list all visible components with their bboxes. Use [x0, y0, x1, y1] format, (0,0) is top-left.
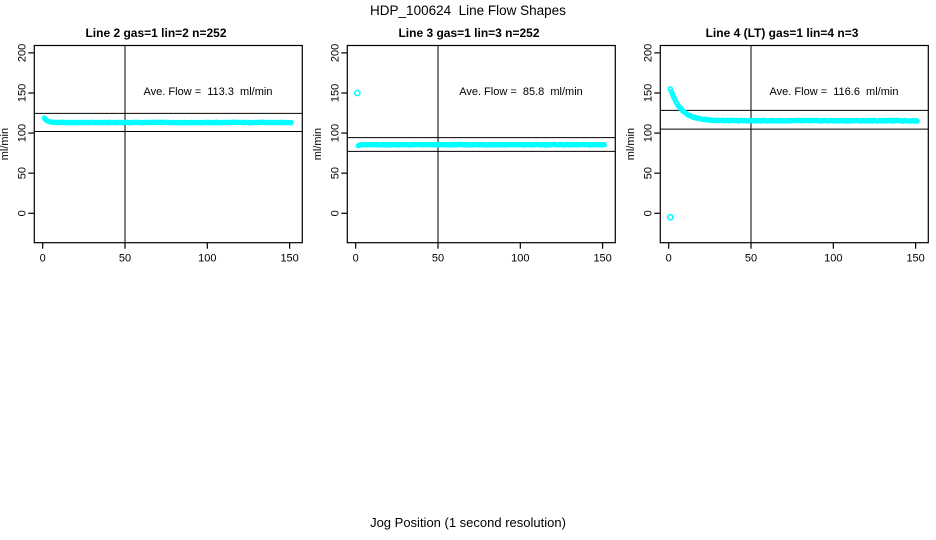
outlier-point	[666, 213, 674, 221]
y-tick-label: 100	[16, 124, 28, 142]
x-tick-label: 50	[119, 253, 131, 265]
y-tick-label: 0	[642, 210, 654, 216]
outlier-point	[353, 89, 361, 97]
panel-line4: Line 4 (LT) gas=1 lin=4 n=3 ml/min 0 50 100…	[626, 0, 936, 300]
y-tick-label: 150	[16, 84, 28, 102]
x-tick-label: 0	[40, 253, 46, 265]
data-point	[914, 118, 920, 124]
x-tick-label: 150	[280, 253, 298, 265]
x-tick-label: 150	[906, 253, 924, 265]
x-tick-label: 50	[745, 253, 757, 265]
panel-line2-title: Line 2 gas=1 lin=2 n=252	[85, 26, 227, 40]
x-tick-label: 0	[666, 253, 672, 265]
y-axis-unit-label: ml/min	[0, 128, 11, 160]
y-tick-label: 200	[329, 44, 341, 62]
x-tick-label: 150	[593, 253, 611, 265]
panel-line2: Line 2 gas=1 lin=2 n=252 ml/min 0 50 100 150…	[0, 0, 312, 300]
y-tick-label: 50	[16, 167, 28, 179]
y-tick-label: 200	[16, 44, 28, 62]
x-tick-label: 100	[511, 253, 529, 265]
x-tick-label: 0	[353, 253, 359, 265]
y-tick-label: 150	[329, 84, 341, 102]
page-title: HDP_100624 Line Flow Shapes	[370, 3, 566, 18]
plot-box	[346, 44, 616, 244]
panel-line3: Line 3 gas=1 lin=3 n=252 ml/min 0 50 100 150…	[313, 0, 625, 300]
scatter-plot-line3: ml/min 0 50 100 150 0 50 100 150 200	[313, 44, 616, 265]
data-point	[669, 91, 675, 97]
x-tick-label: 50	[432, 253, 444, 265]
y-axis-unit-label: ml/min	[313, 128, 324, 160]
x-tick-label: 100	[198, 253, 216, 265]
data-point	[288, 119, 294, 126]
y-tick-label: 0	[329, 210, 341, 216]
x-tick-label: 100	[824, 253, 842, 265]
y-tick-label: 150	[642, 84, 654, 102]
panel-line3-title: Line 3 gas=1 lin=3 n=252	[398, 26, 540, 40]
y-tick-label: 50	[642, 167, 654, 179]
y-tick-label: 0	[16, 210, 28, 216]
plot-box	[659, 44, 929, 244]
scatter-plot-line2: ml/min 0 50 100 150 0 50 100 150 200	[0, 44, 303, 265]
x-axis-label: Jog Position (1 second resolution)	[370, 515, 566, 530]
scatter-plot-line4: ml/min 0 50 100 150 0 50 100 150 200	[626, 44, 929, 265]
y-axis-unit-label: ml/min	[626, 128, 637, 160]
ave-flow-annotation-line3: Ave. Flow = 85.8 ml/min	[459, 86, 583, 98]
ave-flow-annotation-line2: Ave. Flow = 113.3 ml/min	[143, 86, 273, 98]
y-tick-label: 100	[329, 124, 341, 142]
data-point	[601, 142, 607, 148]
y-tick-label: 200	[642, 44, 654, 62]
panel-line4-title: Line 4 (LT) gas=1 lin=4 n=3	[705, 26, 859, 40]
ave-flow-annotation-line4: Ave. Flow = 116.6 ml/min	[769, 86, 899, 98]
plot-box	[33, 44, 303, 244]
y-tick-label: 100	[642, 124, 654, 142]
y-tick-label: 50	[329, 167, 341, 179]
